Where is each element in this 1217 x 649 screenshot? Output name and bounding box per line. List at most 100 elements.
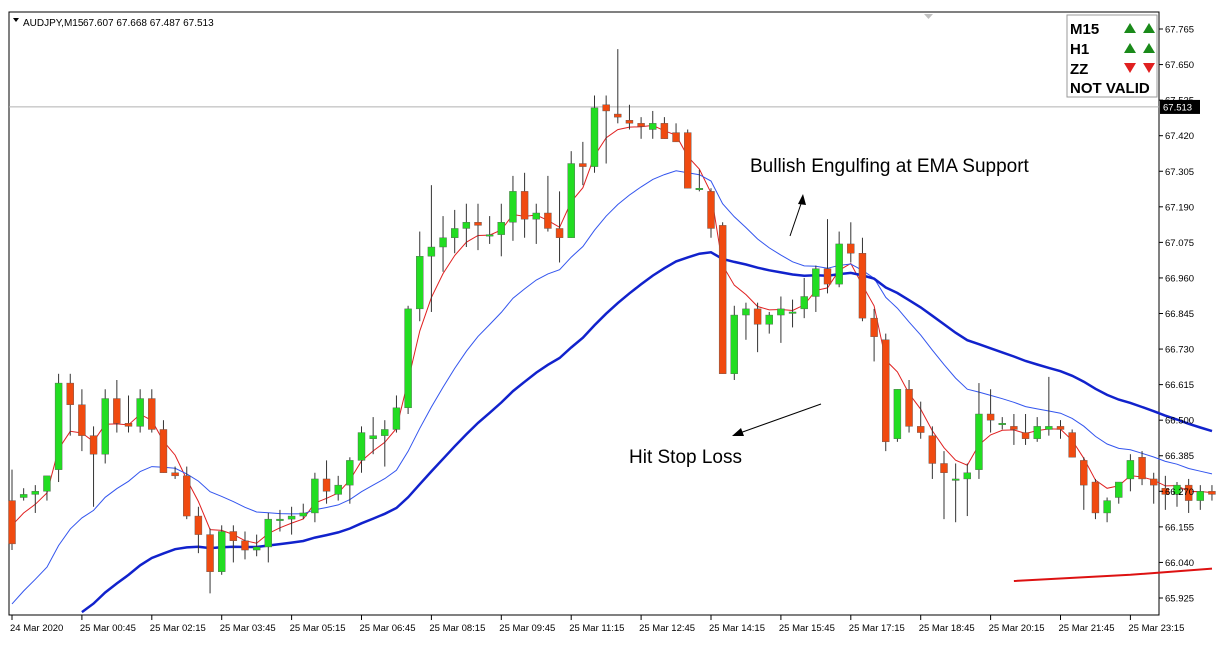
- candle[interactable]: [287, 506, 296, 535]
- candle[interactable]: [1115, 481, 1123, 504]
- candle[interactable]: [1103, 497, 1111, 523]
- candle[interactable]: [1045, 376, 1053, 436]
- candle[interactable]: [334, 475, 342, 501]
- candle[interactable]: [835, 231, 843, 288]
- candle[interactable]: [183, 466, 191, 520]
- candle[interactable]: [905, 379, 913, 433]
- candle[interactable]: [101, 389, 109, 464]
- candle[interactable]: [89, 426, 98, 507]
- symbol-menu-triangle-icon[interactable]: [13, 18, 19, 22]
- candle[interactable]: [462, 203, 471, 248]
- candles[interactable]: [8, 49, 1216, 594]
- candle[interactable]: [858, 237, 867, 322]
- candle[interactable]: [590, 95, 599, 173]
- candle[interactable]: [963, 463, 971, 517]
- candle[interactable]: [614, 49, 622, 124]
- candle[interactable]: [765, 311, 773, 334]
- candle[interactable]: [1173, 482, 1181, 507]
- candle[interactable]: [1056, 420, 1065, 439]
- candle[interactable]: [625, 104, 634, 130]
- candle[interactable]: [649, 110, 657, 139]
- candle[interactable]: [707, 188, 715, 238]
- candle[interactable]: [346, 457, 354, 504]
- candle[interactable]: [369, 417, 377, 455]
- candle[interactable]: [78, 389, 86, 452]
- candle[interactable]: [136, 389, 144, 433]
- candle[interactable]: [1196, 485, 1205, 510]
- candle[interactable]: [975, 383, 983, 479]
- candle[interactable]: [986, 389, 995, 433]
- candle[interactable]: [497, 203, 505, 257]
- time-axis[interactable]: 24 Mar 2020 25 Mar 00:45 25 Mar 02:15 25 Ma…: [10, 615, 1184, 634]
- candle[interactable]: [742, 302, 750, 340]
- candle[interactable]: [684, 129, 692, 189]
- candle[interactable]: [1091, 478, 1100, 520]
- candle[interactable]: [998, 417, 1006, 430]
- candle[interactable]: [1149, 472, 1158, 504]
- candle[interactable]: [66, 373, 74, 436]
- candle[interactable]: [19, 488, 28, 501]
- candle[interactable]: [567, 151, 575, 238]
- candle[interactable]: [194, 506, 203, 554]
- chart-shift-marker-icon[interactable]: [924, 14, 933, 19]
- candle[interactable]: [241, 531, 249, 560]
- candle[interactable]: [1208, 485, 1216, 501]
- candle[interactable]: [812, 265, 820, 312]
- candle[interactable]: [695, 169, 704, 192]
- candle[interactable]: [276, 509, 284, 532]
- candle[interactable]: [124, 395, 133, 433]
- candle[interactable]: [777, 296, 785, 343]
- candle[interactable]: [1068, 429, 1076, 458]
- candle[interactable]: [159, 420, 168, 473]
- candle[interactable]: [917, 401, 925, 439]
- candle[interactable]: [928, 426, 937, 479]
- candle[interactable]: [404, 305, 412, 414]
- candle[interactable]: [31, 485, 39, 513]
- price-axis[interactable]: 67.76567.65067.53567.42067.30567.19067.0…: [1159, 25, 1200, 605]
- candle[interactable]: [893, 389, 902, 442]
- candle[interactable]: [520, 172, 529, 238]
- candle[interactable]: [264, 512, 272, 563]
- candle[interactable]: [451, 209, 459, 254]
- candle[interactable]: [322, 460, 331, 504]
- candle[interactable]: [509, 175, 517, 241]
- candle[interactable]: [485, 216, 494, 244]
- candle[interactable]: [730, 305, 738, 380]
- candle[interactable]: [299, 503, 307, 520]
- candle[interactable]: [1184, 478, 1193, 513]
- candle[interactable]: [602, 95, 610, 164]
- candle[interactable]: [427, 185, 436, 312]
- candle[interactable]: [252, 534, 261, 557]
- candle[interactable]: [54, 373, 63, 483]
- candle[interactable]: [870, 308, 878, 362]
- candle[interactable]: [718, 222, 727, 375]
- candle[interactable]: [392, 395, 401, 433]
- candle[interactable]: [882, 333, 890, 452]
- candle[interactable]: [43, 475, 51, 501]
- candle[interactable]: [474, 203, 482, 251]
- candle[interactable]: [788, 299, 797, 328]
- candle[interactable]: [1010, 414, 1018, 445]
- candle[interactable]: [171, 466, 179, 479]
- candle[interactable]: [1021, 414, 1030, 445]
- candle[interactable]: [672, 123, 680, 143]
- candle[interactable]: [800, 277, 808, 319]
- candle[interactable]: [148, 389, 156, 433]
- candle[interactable]: [381, 420, 389, 467]
- candle[interactable]: [660, 117, 669, 139]
- candle[interactable]: [753, 302, 762, 353]
- candle[interactable]: [206, 528, 214, 594]
- candle[interactable]: [311, 472, 319, 523]
- candle[interactable]: [579, 141, 587, 186]
- candle[interactable]: [229, 525, 238, 563]
- candle[interactable]: [951, 463, 960, 523]
- candle[interactable]: [823, 219, 832, 294]
- candle[interactable]: [416, 231, 424, 322]
- candle[interactable]: [1138, 451, 1146, 486]
- candle[interactable]: [1080, 457, 1088, 510]
- candle[interactable]: [8, 469, 16, 551]
- candle[interactable]: [940, 451, 948, 520]
- candle[interactable]: [555, 191, 564, 263]
- candle[interactable]: [439, 216, 447, 272]
